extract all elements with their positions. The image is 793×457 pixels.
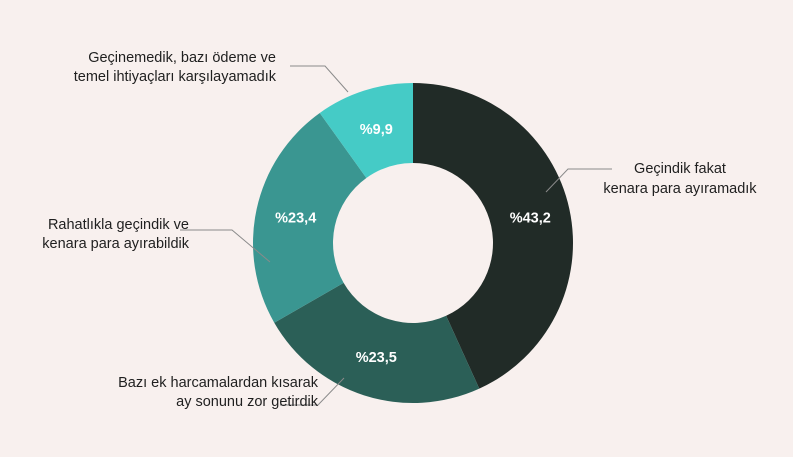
leader-line-1 bbox=[280, 377, 345, 406]
slice-value-label-3: %9,9 bbox=[360, 122, 393, 138]
category-label-line: Geçindik fakat bbox=[634, 161, 726, 177]
category-label-line: temel ihtiyaçları karşılayamadık bbox=[74, 69, 277, 85]
leader-line-0 bbox=[545, 168, 612, 193]
slice-value-label-0: %43,2 bbox=[510, 211, 551, 227]
leader-line-3 bbox=[290, 65, 349, 93]
donut-slice-1 bbox=[274, 282, 480, 403]
category-label-line: Bazı ek harcamalardan kısarak bbox=[118, 375, 319, 391]
donut-slice-3 bbox=[319, 83, 413, 178]
category-label-1: Bazı ek harcamalardan kısarak ay sonunu z… bbox=[118, 375, 319, 410]
category-label-line: kenara para ayıramadık bbox=[603, 181, 757, 197]
category-label-0: Geçindik fakat kenara para ayıramadık bbox=[603, 161, 757, 197]
category-label-line: Rahatlıkla geçindik ve bbox=[48, 217, 189, 233]
category-label-line: Geçinemedik, bazı ödeme ve bbox=[88, 50, 276, 66]
category-label-2: Rahatlıkla geçindik ve kenara para ayırab… bbox=[42, 217, 189, 252]
slice-value-label-1: %23,5 bbox=[356, 350, 397, 366]
donut-slice-0 bbox=[413, 83, 573, 389]
donut-slice-2 bbox=[253, 112, 367, 323]
leader-lines bbox=[180, 65, 612, 406]
category-label-line: kenara para ayırabildik bbox=[42, 236, 189, 252]
category-callouts: Geçindik fakat kenara para ayıramadık Bazı… bbox=[42, 50, 757, 410]
slice-value-labels: %43,2 %23,5 %23,4 %9,9 bbox=[275, 122, 551, 366]
category-label-line: ay sonunu zor getirdik bbox=[176, 394, 319, 410]
category-label-3: Geçinemedik, bazı ödeme ve temel ihtiyaçl… bbox=[74, 50, 277, 85]
donut-slices bbox=[253, 83, 573, 403]
leader-line-2 bbox=[180, 229, 271, 263]
slice-value-label-2: %23,4 bbox=[275, 211, 316, 227]
